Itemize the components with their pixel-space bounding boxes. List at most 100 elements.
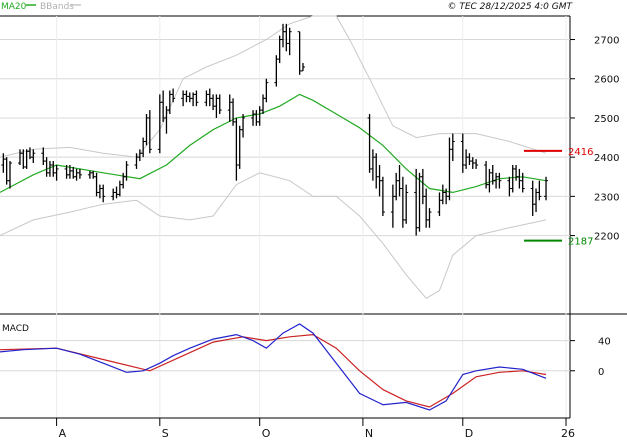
ohlc-bar — [217, 94, 222, 115]
ohlc-bar — [44, 157, 49, 177]
ohlc-bar — [77, 168, 82, 179]
ohlc-bar — [507, 176, 512, 197]
price-tick-label: 2600 — [594, 75, 619, 86]
ohlc-bar — [187, 92, 192, 103]
ohlc-bar — [420, 168, 425, 205]
ohlc-bar — [234, 117, 239, 181]
ohlc-bar — [264, 78, 269, 103]
ohlc-bar — [124, 161, 129, 181]
ohlc-bar — [520, 172, 525, 193]
ohlc-bar — [450, 133, 455, 162]
ohlc-bar — [440, 184, 445, 205]
ohlc-bar — [147, 110, 152, 154]
ohlc-bar — [171, 88, 176, 103]
price-tick-label: 2200 — [594, 232, 619, 243]
legend-bbands: BBands — [40, 2, 74, 12]
macd-line — [0, 323, 547, 411]
support-level-label: 2187 — [568, 237, 593, 248]
ohlc-bar — [537, 180, 542, 201]
ma20-line — [0, 93, 547, 194]
ohlc-bar — [497, 172, 502, 189]
price-tick-label: 2700 — [594, 36, 619, 47]
price-tick-label: 2300 — [594, 192, 619, 203]
ohlc-bar — [24, 149, 29, 169]
price-tick-label: 2500 — [594, 114, 619, 125]
ohlc-bar — [144, 114, 149, 146]
ohlc-bar — [261, 94, 266, 115]
date-tick-label: 26 — [561, 427, 575, 440]
ohlc-bar — [157, 94, 162, 154]
macd-tick-label: 40 — [598, 337, 611, 348]
ohlc-bar — [111, 188, 116, 201]
ohlc-bar — [204, 90, 209, 107]
ohlc-bar — [297, 31, 302, 75]
ohlc-bar — [530, 180, 535, 216]
ohlc-bar — [117, 180, 122, 197]
ohlc-bar — [397, 165, 402, 197]
ohlc-bar — [194, 90, 199, 107]
ohlc-bar — [181, 90, 186, 107]
ohlc-bar — [494, 172, 499, 189]
ohlc-bar — [370, 149, 375, 181]
ohlc-bar — [544, 176, 549, 201]
ohlc-bar — [7, 161, 12, 189]
ohlc-bar — [460, 133, 465, 173]
signal-line — [0, 333, 547, 408]
date-tick-label: A — [59, 427, 67, 440]
bollinger-bands — [0, 15, 547, 299]
ma20-path — [0, 93, 547, 194]
ohlc-bar — [51, 161, 56, 177]
price-grid — [0, 16, 570, 418]
ohlc-bar — [74, 168, 79, 181]
ohlc-bar — [161, 90, 166, 122]
ohlc-bar — [374, 153, 379, 189]
ohlc-bar — [54, 165, 59, 181]
date-tick-label: S — [162, 427, 169, 440]
ohlc-bar — [257, 106, 262, 126]
ohlc-bar — [390, 184, 395, 228]
ohlc-bar — [427, 208, 432, 228]
ohlc-bar — [274, 55, 279, 87]
ohlc-bar — [101, 184, 106, 203]
bband-lower-path — [0, 172, 547, 299]
resistance-level-label: 2416 — [568, 147, 593, 158]
macd-title: MACD — [2, 324, 29, 334]
ohlc-bar — [241, 114, 246, 138]
ohlc-bar — [514, 165, 519, 181]
ohlc-bar — [300, 63, 305, 72]
copyright-label: © TEC 28/12/2025 4:0 GMT — [447, 2, 573, 12]
ohlc-bar — [207, 88, 212, 107]
ohlc-bar — [467, 153, 472, 165]
ohlc-bar — [380, 176, 385, 216]
ohlc-bar — [284, 23, 289, 52]
ohlc-bar — [517, 168, 522, 189]
date-tick-label: N — [365, 427, 373, 440]
ohlc-bars — [1, 23, 549, 236]
ohlc-bar — [211, 94, 216, 111]
ohlc-bar — [464, 149, 469, 169]
ohlc-bar — [447, 137, 452, 201]
ohlc-bar — [424, 188, 429, 228]
price-levels: 2416 2187 — [524, 147, 593, 248]
macd-tick-label: 0 — [598, 367, 604, 378]
ohlc-bar — [287, 27, 292, 56]
ohlc-bar — [367, 114, 372, 173]
macd-lines — [0, 323, 547, 411]
ohlc-bar — [41, 147, 46, 165]
ohlc-bar — [404, 184, 409, 224]
price-tick-label: 2400 — [594, 153, 619, 164]
macd-y-axis: 40 0 — [570, 337, 611, 378]
bband-upper-path — [0, 15, 547, 158]
legend-ma20: MA20 — [1, 2, 27, 12]
ohlc-bar — [87, 170, 92, 179]
ohlc-bar — [237, 125, 242, 169]
date-axis: A S O N D 26 — [56, 418, 575, 440]
date-tick-label: O — [262, 427, 271, 440]
date-tick-label: D — [465, 427, 473, 440]
ohlc-bar — [31, 149, 36, 164]
ohlc-bar — [91, 170, 96, 179]
ohlc-bar — [474, 159, 479, 169]
price-y-axis: 2700 2600 2500 2400 2300 2200 — [570, 36, 619, 243]
